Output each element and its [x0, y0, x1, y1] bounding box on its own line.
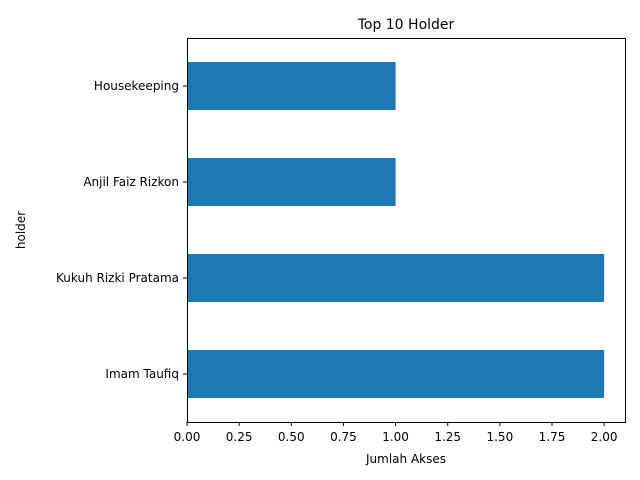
y-tick-label: Anjil Faiz Rizkon: [83, 175, 179, 189]
x-tick-label: 1.75: [539, 430, 566, 444]
x-tick-label: 1.50: [486, 430, 513, 444]
bar: [187, 350, 605, 398]
bar: [187, 254, 605, 302]
x-tick-label: 1.25: [434, 430, 461, 444]
x-tick-label: 0.75: [330, 430, 357, 444]
x-tick-label: 2.00: [591, 430, 618, 444]
x-tick-label: 0.00: [174, 430, 201, 444]
y-axis-label: holder: [14, 211, 28, 249]
x-axis-ticks: 0.00 0.25 0.50 0.75 1.00 1.25 1.50 1.75 2.00: [174, 422, 618, 444]
bars-group: [187, 62, 605, 398]
y-tick-label: Imam Taufiq: [105, 367, 179, 381]
x-tick-label: 1.00: [382, 430, 409, 444]
y-axis-ticks: Imam Taufiq Kukuh Rizki Pratama Anjil Faiz…: [56, 79, 187, 381]
bar: [187, 62, 396, 110]
bar: [187, 158, 396, 206]
x-tick-label: 0.50: [278, 430, 305, 444]
x-axis-label: Jumlah Akses: [365, 452, 446, 466]
y-tick-label: Kukuh Rizki Pratama: [56, 271, 179, 285]
y-tick-label: Housekeeping: [94, 79, 179, 93]
plot-frame: [187, 38, 626, 423]
chart-title: Top 10 Holder: [357, 17, 455, 33]
x-tick-label: 0.25: [226, 430, 253, 444]
